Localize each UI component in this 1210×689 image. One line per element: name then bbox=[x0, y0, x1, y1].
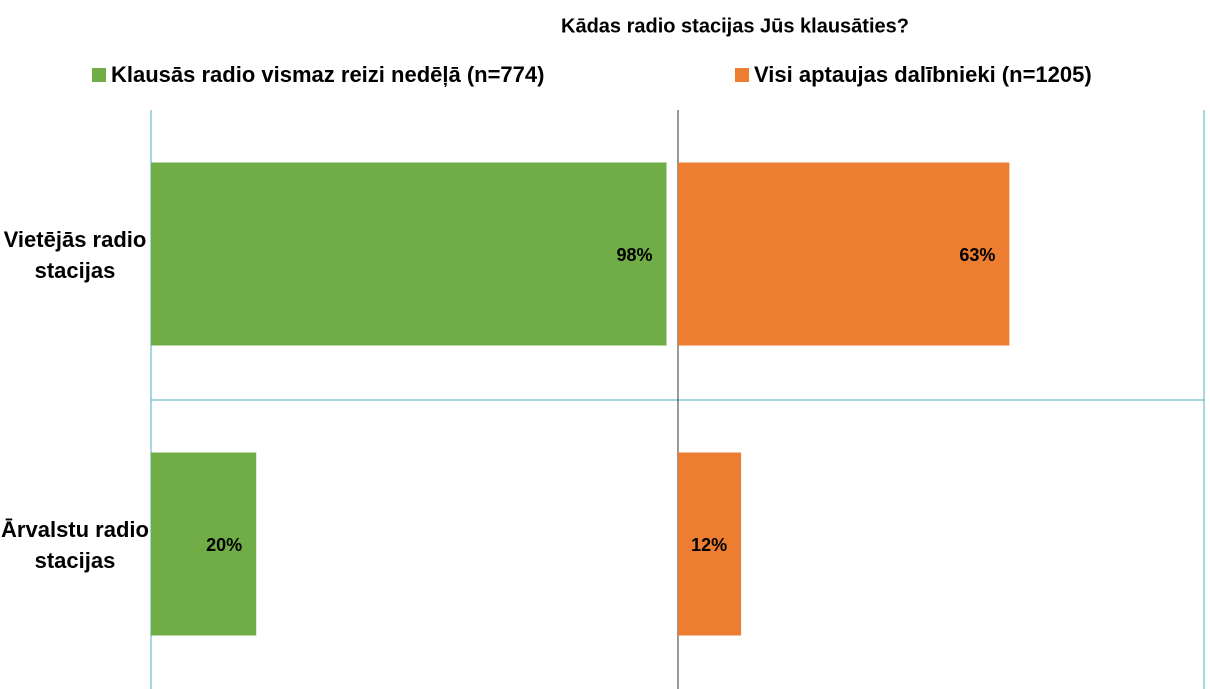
legend-swatch bbox=[92, 68, 106, 82]
bar bbox=[151, 452, 257, 636]
chart-title: Kādas radio stacijas Jūs klausāties? bbox=[561, 15, 909, 37]
bar bbox=[678, 162, 1010, 346]
data-label: 63% bbox=[959, 245, 995, 265]
data-label: 12% bbox=[691, 535, 727, 555]
data-label: 98% bbox=[616, 245, 652, 265]
bar bbox=[678, 452, 742, 636]
legend-label: Klausās radio vismaz reizi nedēļā (n=774… bbox=[111, 62, 544, 87]
category-label: Ārvalstu radio stacijas bbox=[1, 517, 149, 573]
legend-label: Visi aptaujas dalībnieki (n=1205) bbox=[754, 62, 1092, 87]
category-label: Vietējās radio stacijas bbox=[3, 227, 147, 283]
bar bbox=[151, 162, 667, 346]
legend-swatch bbox=[735, 68, 749, 82]
data-label: 20% bbox=[206, 535, 242, 555]
